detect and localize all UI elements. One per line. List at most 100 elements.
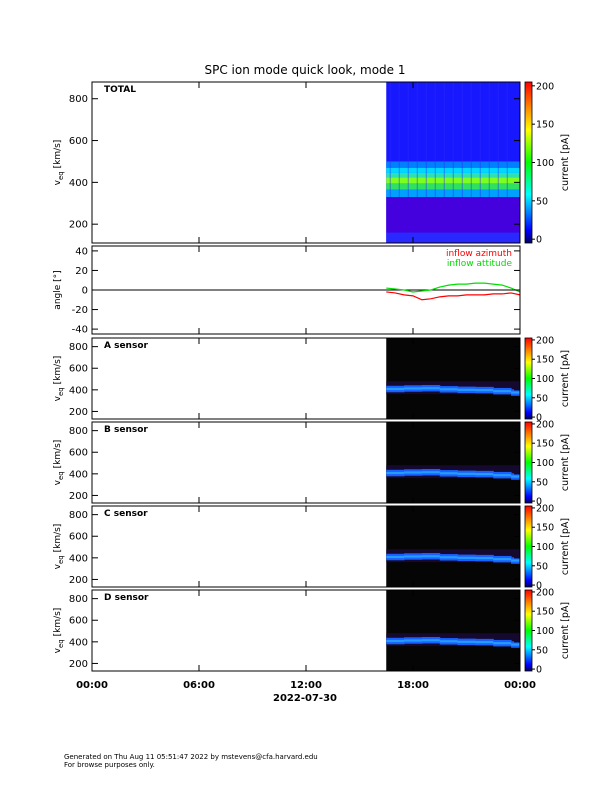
colorbar-tick-label: 200 — [536, 81, 554, 92]
sensor-band-core — [475, 389, 494, 392]
colorbar-tick-label: 50 — [536, 196, 548, 207]
sensor-band-core — [439, 556, 459, 559]
sensor-band-core — [404, 555, 423, 558]
sensor-band-core — [386, 639, 405, 643]
sensor-band-core — [511, 391, 521, 394]
sensor-band-core — [475, 473, 494, 476]
y-tick-label: 600 — [69, 136, 88, 147]
sensor-band-core — [457, 640, 476, 643]
sensor-band-core — [421, 639, 441, 642]
colorbar-tick-label: 200 — [536, 587, 554, 598]
sensor-band-core — [439, 640, 459, 643]
colorbar-tick-label: 150 — [536, 607, 554, 618]
y-axis-label-unit: [km/s] — [53, 608, 63, 640]
sensor-band-core — [404, 387, 423, 390]
y-tick-label: 200 — [69, 220, 88, 231]
y-tick-label: 40 — [75, 246, 88, 257]
spectrogram-background — [386, 590, 520, 671]
sensor-band-core — [386, 555, 405, 559]
sensor-band-core — [511, 559, 521, 562]
y-axis-label: veq [km/s] — [53, 608, 65, 654]
y-tick-label: 400 — [69, 469, 88, 480]
y-axis-label: veq [km/s] — [53, 356, 65, 402]
panel-label: A sensor — [104, 341, 149, 351]
sensor-band-core — [386, 471, 405, 475]
sensor-band-core — [439, 388, 459, 391]
colorbar — [524, 81, 533, 244]
colorbar-tick-label: 150 — [536, 523, 554, 534]
colorbar-tick-label: 100 — [536, 458, 554, 469]
spectrogram-background — [386, 338, 520, 419]
date-label: 2022-07-30 — [273, 693, 337, 704]
sensor-band-core — [475, 557, 494, 560]
series-line-1 — [386, 282, 521, 293]
colorbar-tick-label: 0 — [536, 413, 542, 424]
x-tick-label: 06:00 — [183, 680, 215, 691]
y-axis-label-unit: [km/s] — [53, 356, 63, 388]
y-tick-label: 600 — [69, 364, 88, 375]
colorbar-tick-label: 0 — [536, 235, 542, 246]
y-axis-label-subscript: eq — [57, 639, 65, 648]
y-tick-label: -40 — [72, 325, 88, 336]
y-axis-label-subscript: eq — [57, 471, 65, 480]
y-tick-label: 0 — [82, 286, 88, 297]
sensor-band-core — [439, 472, 459, 475]
y-axis-label-subscript: eq — [57, 555, 65, 564]
y-tick-label: 200 — [69, 491, 88, 502]
y-tick-label: 800 — [69, 594, 88, 605]
y-tick-label: 400 — [69, 637, 88, 648]
y-axis-label: veq [km/s] — [53, 524, 65, 570]
colorbar-tick-label: 200 — [536, 419, 554, 430]
sensor-band-core — [457, 556, 476, 559]
y-tick-label: 400 — [69, 385, 88, 396]
panel-a: 200 400 600 800 veq [km/s] A sensor 0 50 100 150 2… — [53, 335, 571, 423]
sensor-band-core — [421, 555, 441, 558]
y-tick-label: 800 — [69, 426, 88, 437]
y-tick-label: 20 — [75, 266, 88, 277]
y-axis-label-unit: [km/s] — [53, 524, 63, 556]
colorbar-tick-label: 100 — [536, 626, 554, 637]
sensor-band-core — [493, 474, 512, 477]
sensor-band-core — [457, 388, 476, 391]
y-tick-label: 400 — [69, 178, 88, 189]
footer-browse-note: For browse purposes only. — [64, 761, 155, 769]
x-tick-label: 18:00 — [397, 680, 429, 691]
sensor-band-core — [493, 558, 512, 561]
sensor-band-core — [475, 641, 494, 644]
colorbar-tick-label: 200 — [536, 335, 554, 346]
panel-label: B sensor — [104, 425, 148, 435]
y-tick-label: 200 — [69, 659, 88, 670]
sensor-band-core — [511, 643, 521, 646]
colorbar — [524, 337, 533, 420]
sensor-band-core — [386, 387, 405, 391]
y-tick-label: 600 — [69, 532, 88, 543]
y-tick-label: 400 — [69, 553, 88, 564]
y-axis-label-main: v — [53, 647, 63, 653]
colorbar-tick-label: 50 — [536, 477, 548, 488]
footer-generated-line: Generated on Thu Aug 11 05:51:47 2022 by… — [64, 753, 318, 761]
panel-c: 200 400 600 800 veq [km/s] C sensor 0 50 100 150 2… — [53, 503, 571, 591]
colorbar-tick-label: 0 — [536, 581, 542, 592]
sensor-band-core — [404, 639, 423, 642]
y-axis-label-unit: [km/s] — [53, 140, 63, 172]
y-tick-label: 200 — [69, 407, 88, 418]
spectrogram-band — [386, 197, 520, 233]
colorbar-tick-label: 150 — [536, 355, 554, 366]
legend-entry-0: inflow azimuth — [446, 249, 512, 259]
y-axis-label-subscript: eq — [57, 171, 65, 180]
panel-b: 200 400 600 800 veq [km/s] B sensor 0 50 100 150 2… — [53, 419, 571, 507]
sensor-band-core — [493, 390, 512, 393]
y-tick-label: -20 — [72, 305, 88, 316]
spectrogram-band — [386, 232, 520, 243]
colorbar-label: current [pA] — [560, 518, 571, 575]
panel-label: D sensor — [104, 593, 149, 603]
sensor-band-core — [457, 472, 476, 475]
sensor-band-core — [493, 642, 512, 645]
x-tick-label: 00:00 — [76, 680, 108, 691]
y-axis-label-main: v — [53, 179, 63, 185]
x-tick-label: 12:00 — [290, 680, 322, 691]
colorbar-label: current [pA] — [560, 434, 571, 491]
colorbar-tick-label: 0 — [536, 497, 542, 508]
